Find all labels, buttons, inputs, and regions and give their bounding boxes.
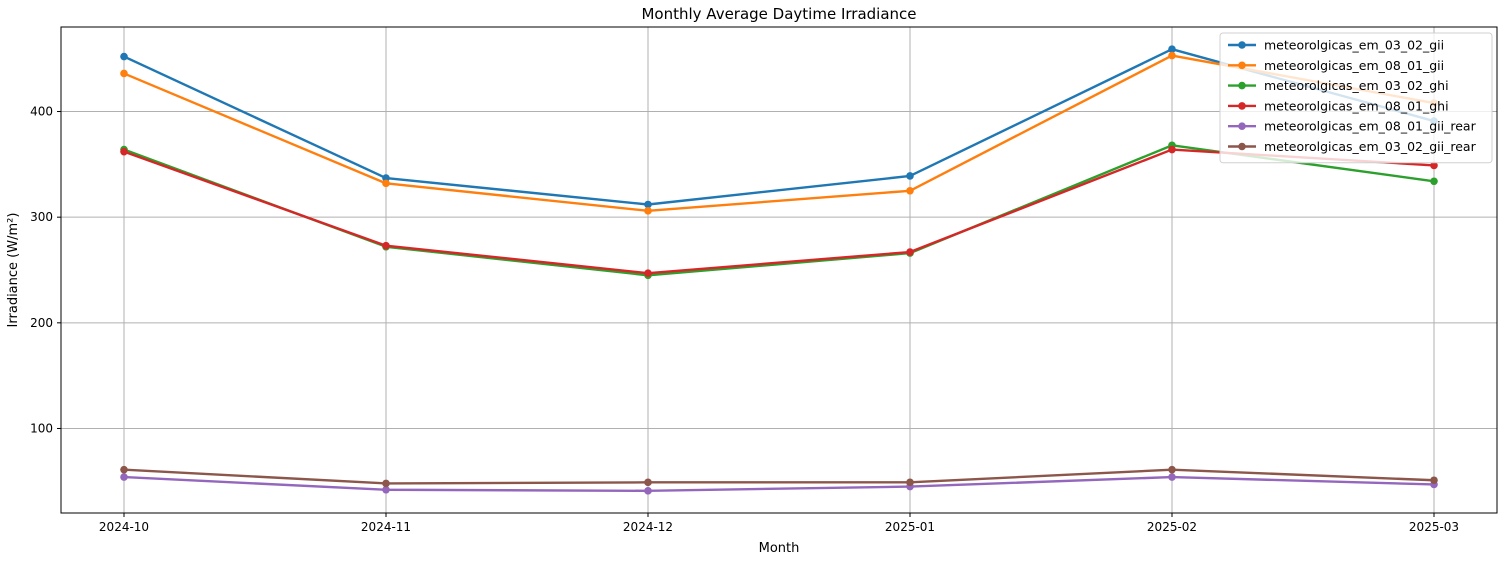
legend-item: meteorolgicas_em_03_02_gii_rear [1228,139,1477,154]
series-6 [120,465,1438,488]
legend-item: meteorolgicas_em_08_01_gii_rear [1228,119,1477,134]
data-point [120,69,128,78]
series-4 [120,145,1438,277]
legend-item: meteorolgicas_em_08_01_ghi [1228,98,1449,113]
x-axis-label: Month [759,541,800,556]
series-layer [120,45,1438,495]
legend-item: meteorolgicas_em_03_02_gii [1228,38,1444,53]
series-line [123,148,1435,275]
legend-label: meteorolgicas_em_08_01_gii [1264,58,1444,73]
data-point [906,186,914,195]
series-1 [120,45,1438,209]
legend-swatch-marker [1238,122,1246,130]
legend-item: meteorolgicas_em_08_01_gii [1228,58,1444,73]
data-point [1430,161,1438,170]
legend-swatch-marker [1238,61,1246,70]
data-point [1168,145,1176,154]
data-point [906,248,914,256]
legend-swatch-marker [1238,41,1246,49]
legend-label: meteorolgicas_em_08_01_ghi [1264,98,1449,113]
y-tick-label: 200 [30,316,53,330]
y-tick-label: 300 [30,210,53,224]
x-tick-label: 2024-10 [99,520,149,534]
data-point [120,52,128,61]
data-point [120,473,128,481]
series-line [123,54,1435,213]
legend-swatch-marker [1238,81,1246,90]
data-point [644,478,652,487]
data-point [382,179,390,188]
series-line [123,475,1435,493]
legend: meteorolgicas_em_03_02_gii meteorolgicas_… [1219,32,1493,164]
x-tick-label: 2024-12 [623,520,673,534]
data-point [120,465,128,474]
x-tick-label: 2025-01 [885,520,935,534]
series-5 [120,473,1438,495]
legend-label: meteorolgicas_em_03_02_gii_rear [1264,139,1477,154]
data-point [382,485,390,494]
x-tick-label: 2025-02 [1147,520,1197,534]
legend-label: meteorolgicas_em_03_02_ghi [1264,78,1449,93]
data-point [120,147,128,156]
data-point [1168,473,1176,481]
data-point [644,487,652,495]
data-point [1430,476,1438,485]
legend-item: meteorolgicas_em_03_02_ghi [1228,78,1449,93]
data-point [382,241,390,250]
data-point [906,478,914,487]
series-line [123,144,1435,277]
ticks: 2024-10 2024-11 2024-12 2025-01 2025-02 2025-… [30,105,1459,534]
legend-label: meteorolgicas_em_03_02_gii [1264,38,1444,53]
data-point [906,172,914,180]
data-point [644,200,652,209]
series-line [123,47,1435,206]
data-point [1430,177,1438,186]
series-line [123,468,1435,485]
legend-swatch-marker [1238,102,1246,110]
chart-title: Monthly Average Daytime Irradiance [641,5,916,23]
data-point [382,479,390,488]
x-tick-label: 2024-11 [361,520,411,534]
y-tick-label: 400 [30,105,53,119]
data-point [1168,51,1176,60]
legend-box [1219,32,1493,164]
data-point [644,269,652,277]
legend-label: meteorolgicas_em_08_01_gii_rear [1264,119,1477,134]
x-tick-label: 2025-03 [1409,520,1459,534]
y-axis-label: Irradiance (W/m²) [6,213,21,328]
plot-frame [60,26,1498,514]
data-point [382,174,390,182]
y-tick-label: 100 [30,421,53,435]
data-point [1168,45,1176,53]
data-point [1168,465,1176,474]
legend-swatch-marker [1238,142,1246,151]
data-point [644,207,652,215]
